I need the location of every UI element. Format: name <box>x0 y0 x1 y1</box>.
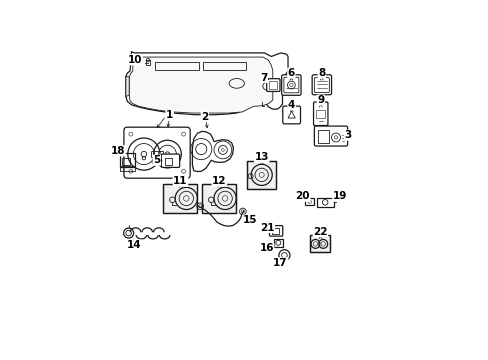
Text: 19: 19 <box>332 191 346 201</box>
FancyBboxPatch shape <box>281 75 301 95</box>
Polygon shape <box>129 57 272 113</box>
Bar <box>247 161 275 189</box>
Bar <box>305 198 314 205</box>
Bar <box>315 110 325 118</box>
Text: 6: 6 <box>287 68 294 78</box>
Bar <box>317 130 328 143</box>
Bar <box>202 184 235 213</box>
Polygon shape <box>192 131 233 172</box>
Bar <box>309 235 329 252</box>
Bar <box>163 184 197 213</box>
Text: 8: 8 <box>318 68 325 78</box>
Bar <box>202 184 235 213</box>
Polygon shape <box>125 51 287 115</box>
FancyBboxPatch shape <box>161 154 179 167</box>
Bar <box>273 239 283 247</box>
Text: 7: 7 <box>260 73 267 82</box>
FancyBboxPatch shape <box>269 226 282 236</box>
FancyBboxPatch shape <box>311 75 331 95</box>
Bar <box>203 62 246 69</box>
Bar <box>309 235 329 252</box>
Bar <box>164 158 172 165</box>
FancyBboxPatch shape <box>314 126 347 146</box>
Bar <box>120 166 135 171</box>
FancyBboxPatch shape <box>282 106 300 124</box>
Bar <box>271 228 279 234</box>
Bar <box>268 81 277 89</box>
Text: 15: 15 <box>243 215 257 225</box>
Text: 16: 16 <box>259 243 273 253</box>
Bar <box>309 235 329 252</box>
FancyBboxPatch shape <box>313 102 327 126</box>
Bar <box>163 184 197 213</box>
Text: 4: 4 <box>287 100 295 110</box>
Text: 17: 17 <box>273 258 287 268</box>
Text: 10: 10 <box>127 55 142 65</box>
Polygon shape <box>125 76 129 96</box>
FancyBboxPatch shape <box>266 79 280 91</box>
Text: 3: 3 <box>344 130 351 140</box>
Text: 22: 22 <box>313 227 327 237</box>
Text: 12: 12 <box>212 176 226 186</box>
Bar <box>316 198 333 207</box>
Bar <box>151 151 163 157</box>
Bar <box>202 184 235 213</box>
Bar <box>122 158 129 165</box>
Text: 14: 14 <box>126 240 141 250</box>
Text: 11: 11 <box>173 176 187 186</box>
Text: 2: 2 <box>201 112 208 122</box>
Text: 18: 18 <box>111 146 125 156</box>
Text: 20: 20 <box>295 191 309 201</box>
Bar <box>155 62 199 69</box>
Text: 5: 5 <box>153 155 160 165</box>
Bar <box>247 161 275 189</box>
Text: 1: 1 <box>166 110 173 120</box>
FancyBboxPatch shape <box>123 127 190 178</box>
Text: 21: 21 <box>260 222 274 233</box>
Text: 9: 9 <box>317 95 324 105</box>
Bar <box>146 60 149 65</box>
Text: 13: 13 <box>254 152 268 162</box>
Bar <box>120 153 135 167</box>
Bar <box>247 161 275 189</box>
Bar <box>163 184 197 213</box>
